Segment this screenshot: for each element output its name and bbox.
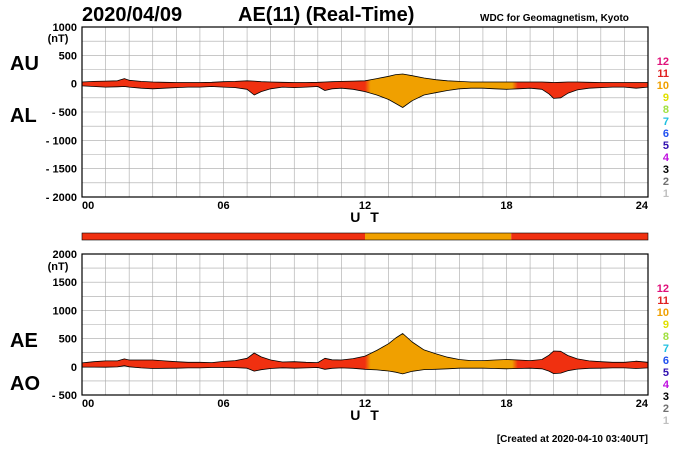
x-tick-label: 00 — [82, 398, 94, 410]
x-tick-label: 12 — [359, 200, 371, 212]
level-legend-label: 11 — [657, 295, 669, 307]
au-al-y-ticks: 1000 500 0 - 500 - 1000 - 1500 - 2000 — [46, 22, 77, 204]
x-tick-label: 24 — [636, 398, 649, 410]
organization-label: WDC for Geomagnetism, Kyoto — [480, 13, 629, 24]
x-tick-label: 12 — [359, 398, 371, 410]
activity-bar-frame — [81, 232, 649, 241]
x-tick-label: 18 — [500, 200, 512, 212]
level-legend-label: 6 — [663, 355, 669, 367]
level-legend-label: 9 — [663, 319, 669, 331]
level-legend-label: 11 — [657, 68, 669, 80]
y-tick-label: 500 — [59, 334, 77, 346]
y-tick-label: 0 — [71, 79, 77, 91]
x-tick-label: 06 — [217, 200, 229, 212]
ae-ao-x-ticks: 00 06 12 18 24 — [82, 398, 649, 410]
y-tick-label: 1000 — [53, 22, 77, 34]
y-tick-label: - 2000 — [46, 192, 77, 204]
y-tick-label: - 1000 — [46, 135, 77, 147]
level-legend-label: 10 — [657, 307, 669, 319]
date-label: 2020/04/09 — [82, 4, 182, 26]
ae-ao-frame — [81, 253, 649, 396]
level-legend-label: 7 — [663, 116, 669, 128]
au-al-unit: (nT) — [48, 33, 69, 45]
au-al-x-axis-label: U T — [350, 209, 382, 225]
ae-label: AE — [10, 330, 38, 352]
y-tick-label: 0 — [71, 362, 77, 374]
ao-label: AO — [10, 373, 40, 395]
level-legend-label: 3 — [663, 164, 669, 176]
level-legend-label: 10 — [657, 80, 669, 92]
x-tick-label: 24 — [636, 200, 649, 212]
y-tick-label: 1500 — [53, 277, 77, 289]
al-label: AL — [10, 105, 37, 127]
level-legend-label: 12 — [657, 283, 669, 295]
ae-ao-grid — [82, 254, 648, 395]
y-tick-label: - 500 — [52, 390, 77, 402]
created-timestamp: [Created at 2020-04-10 03:40UT] — [497, 434, 648, 445]
x-tick-label: 06 — [217, 398, 229, 410]
au-al-x-ticks: 00 06 12 18 24 — [82, 200, 649, 212]
activity-bar-segment — [365, 233, 512, 240]
y-tick-label: 500 — [59, 50, 77, 62]
level-legend-label: 12 — [657, 56, 669, 68]
level-legend-label: 7 — [663, 343, 669, 355]
level-legend-label: 8 — [663, 104, 669, 116]
y-tick-label: 1000 — [53, 305, 77, 317]
activity-bar — [81, 232, 649, 241]
level-legend-label: 1 — [663, 188, 669, 200]
x-tick-label: 00 — [82, 200, 94, 212]
ae-ao-x-axis-label: U T — [350, 407, 382, 423]
y-tick-label: - 1500 — [46, 164, 77, 176]
au-al-frame — [81, 26, 649, 198]
x-tick-label: 18 — [500, 398, 512, 410]
level-legend-label: 3 — [663, 391, 669, 403]
level-legend-label: 4 — [663, 379, 670, 391]
level-legend-label: 6 — [663, 128, 669, 140]
level-legend-label: 5 — [663, 367, 669, 379]
level-legend-label: 2 — [663, 176, 669, 188]
y-tick-label: 2000 — [53, 249, 77, 261]
activity-bar-segment — [511, 233, 648, 240]
ae-ao-y-ticks: 2000 1500 1000 500 0 - 500 — [52, 249, 77, 402]
level-legend-label: 5 — [663, 140, 669, 152]
level-legend-label: 8 — [663, 331, 669, 343]
level-legend-label: 1 — [663, 415, 669, 427]
level-legend-label: 4 — [663, 152, 670, 164]
au-label: AU — [10, 53, 39, 75]
au-al-grid — [82, 27, 648, 197]
figure-title: AE(11) (Real-Time) — [238, 4, 414, 26]
level-legend-label: 2 — [663, 403, 669, 415]
activity-bar-segment — [82, 233, 365, 240]
ae-ao-unit: (nT) — [48, 261, 69, 273]
level-legend-label: 9 — [663, 92, 669, 104]
y-tick-label: - 500 — [52, 107, 77, 119]
